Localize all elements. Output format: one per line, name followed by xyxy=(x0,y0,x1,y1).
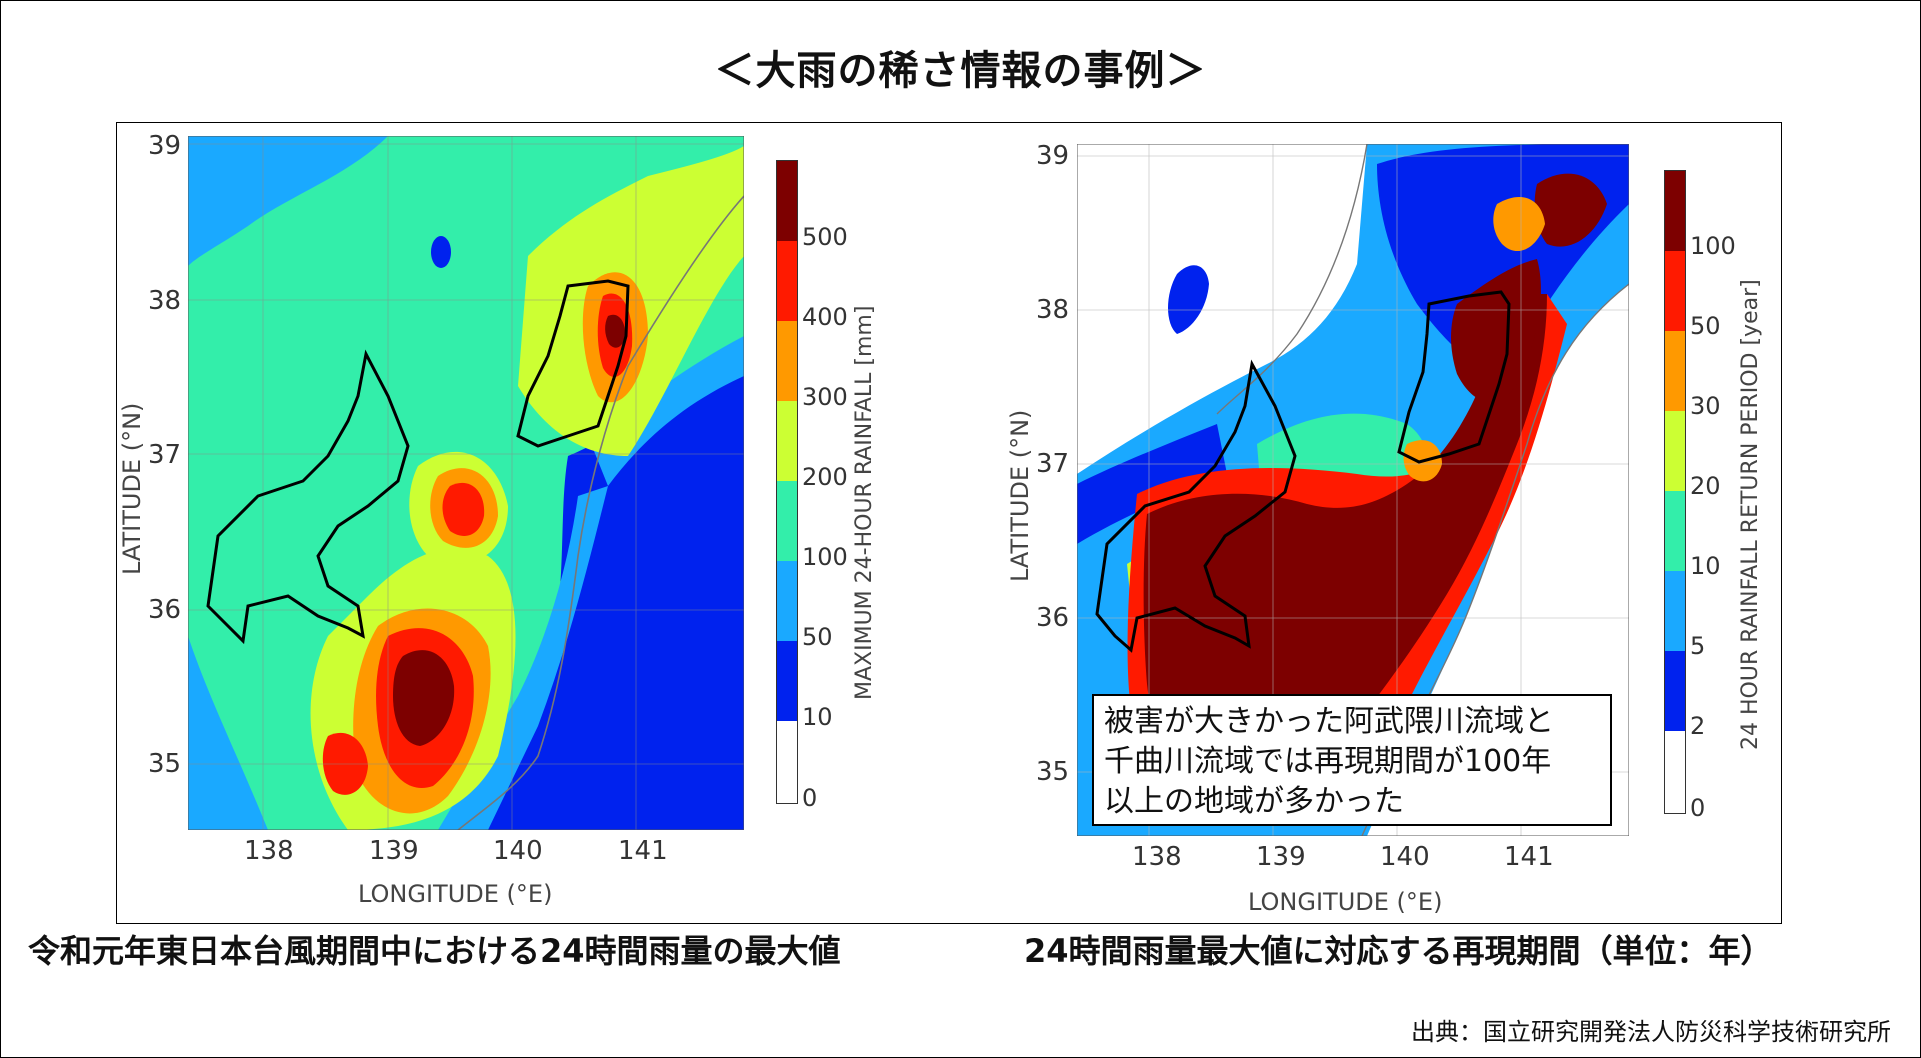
colorbar-tick: 0 xyxy=(802,784,818,812)
source-credit: 出典：国立研究開発法人防災科学技術研究所 xyxy=(1411,1018,1891,1046)
colorbar-bin xyxy=(777,241,797,321)
colorbar-bin xyxy=(1665,651,1685,731)
colorbar-bin xyxy=(777,721,797,803)
colorbar-bin xyxy=(1665,411,1685,491)
annotation-line: 被害が大きかった阿武隈川流域と xyxy=(1104,704,1554,739)
rainfall-colorbar xyxy=(776,160,798,804)
colorbar-tick: 2 xyxy=(1690,712,1706,740)
x-axis-label: LONGITUDE (°E) xyxy=(358,880,553,908)
colorbar-tick: 10 xyxy=(802,703,833,731)
y-tick: 35 xyxy=(148,749,182,779)
colorbar-tick: 5 xyxy=(1690,632,1706,660)
x-tick: 139 xyxy=(1256,842,1306,872)
colorbar-bin xyxy=(1665,571,1685,651)
rainfall-map xyxy=(188,136,744,830)
y-tick: 39 xyxy=(1036,141,1070,171)
right-caption: 24時間雨量最大値に対応する再現期間（単位：年） xyxy=(1024,932,1773,970)
x-tick: 139 xyxy=(369,836,419,866)
colorbar-tick: 200 xyxy=(802,463,848,491)
y-tick: 37 xyxy=(148,440,182,470)
y-tick: 36 xyxy=(148,595,182,625)
x-tick: 138 xyxy=(1132,842,1182,872)
colorbar-tick: 300 xyxy=(802,383,848,411)
y-tick: 36 xyxy=(1036,603,1070,633)
colorbar-bin xyxy=(777,161,797,241)
colorbar-tick: 20 xyxy=(1690,472,1721,500)
maps-panel xyxy=(116,122,1782,924)
colorbar-tick: 0 xyxy=(1690,794,1706,822)
colorbar-bin xyxy=(777,481,797,561)
colorbar-tick: 100 xyxy=(1690,232,1736,260)
colorbar-bin xyxy=(777,561,797,641)
x-tick: 138 xyxy=(244,836,294,866)
colorbar-tick: 50 xyxy=(802,623,833,651)
y-tick: 38 xyxy=(1036,295,1070,325)
annotation-line: 以上の地域が多かった xyxy=(1104,784,1404,819)
x-tick: 141 xyxy=(618,836,668,866)
y-axis-label: LATITUDE (°N) xyxy=(1006,409,1034,582)
colorbar-tick: 400 xyxy=(802,303,848,331)
y-tick: 38 xyxy=(148,286,182,316)
annotation-line: 千曲川流域では再現期間が100年 xyxy=(1104,744,1552,779)
colorbar-tick: 100 xyxy=(802,543,848,571)
y-tick: 37 xyxy=(1036,449,1070,479)
colorbar-bin xyxy=(777,641,797,721)
colorbar-bin xyxy=(1665,491,1685,571)
x-tick: 141 xyxy=(1504,842,1554,872)
x-axis-label: LONGITUDE (°E) xyxy=(1248,888,1443,916)
return-period-colorbar xyxy=(1664,170,1686,814)
colorbar-bin xyxy=(1665,331,1685,411)
colorbar-bin xyxy=(1665,731,1685,813)
annotation-box: 被害が大きかった阿武隈川流域と 千曲川流域では再現期間が100年 以上の地域が多… xyxy=(1092,694,1612,826)
y-tick: 35 xyxy=(1036,757,1070,787)
colorbar-label: MAXIMUM 24-HOUR RAINFALL [mm] xyxy=(852,305,877,700)
colorbar-tick: 500 xyxy=(802,223,848,251)
colorbar-tick: 30 xyxy=(1690,392,1721,420)
colorbar-bin xyxy=(777,401,797,481)
y-axis-label: LATITUDE (°N) xyxy=(118,402,146,575)
page-title: ＜大雨の稀さ情報の事例＞ xyxy=(714,48,1207,94)
left-caption: 令和元年東日本台風期間中における24時間雨量の最大値 xyxy=(28,932,841,970)
y-tick: 39 xyxy=(148,131,182,161)
colorbar-bin xyxy=(1665,251,1685,331)
colorbar-tick: 50 xyxy=(1690,312,1721,340)
colorbar-tick: 10 xyxy=(1690,552,1721,580)
colorbar-bin xyxy=(1665,171,1685,251)
colorbar-label: 24 HOUR RAINFALL RETURN PERIOD [year] xyxy=(1738,279,1763,750)
x-tick: 140 xyxy=(493,836,543,866)
x-tick: 140 xyxy=(1380,842,1430,872)
colorbar-bin xyxy=(777,321,797,401)
